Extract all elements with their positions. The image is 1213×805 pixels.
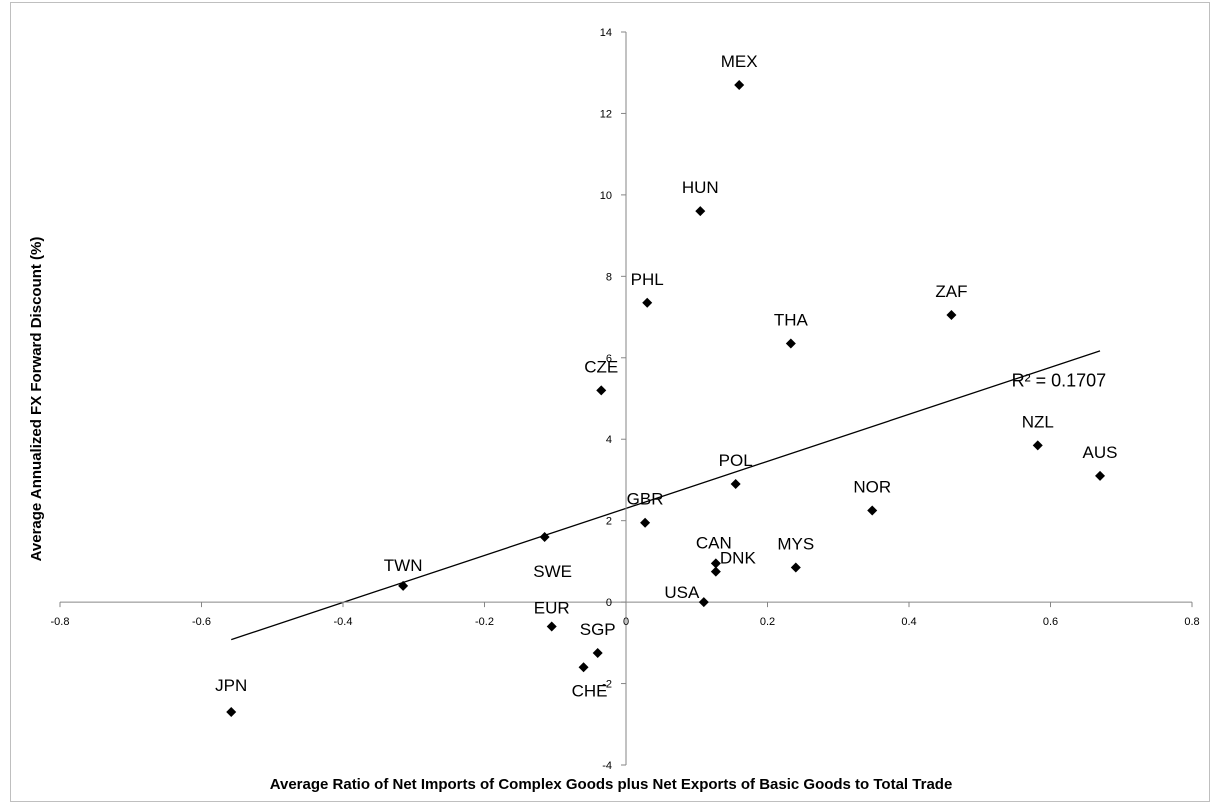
y-tick-label: 8 bbox=[606, 271, 612, 283]
point-label-usa: USA bbox=[664, 583, 700, 602]
y-tick-label: 14 bbox=[600, 27, 612, 39]
point-label-gbr: GBR bbox=[627, 490, 664, 509]
point-label-cze: CZE bbox=[584, 357, 618, 376]
point-label-nor: NOR bbox=[853, 477, 891, 496]
x-tick-label: 0.8 bbox=[1184, 616, 1199, 628]
y-tick-label: -4 bbox=[602, 760, 612, 772]
data-point-zaf bbox=[946, 310, 957, 321]
point-label-dnk: DNK bbox=[720, 549, 757, 568]
point-label-phl: PHL bbox=[631, 270, 664, 289]
point-label-mex: MEX bbox=[721, 52, 758, 71]
data-point-sgp bbox=[592, 648, 603, 659]
point-label-mys: MYS bbox=[777, 534, 814, 553]
trendline-layer bbox=[231, 350, 1101, 641]
y-tick-label: 0 bbox=[606, 597, 612, 609]
point-label-pol: POL bbox=[719, 451, 753, 470]
data-point-che bbox=[578, 662, 589, 673]
point-label-jpn: JPN bbox=[215, 676, 247, 695]
point-label-zaf: ZAF bbox=[935, 282, 967, 301]
data-point-nzl bbox=[1032, 440, 1043, 451]
data-point-jpn bbox=[226, 707, 237, 718]
x-axis-title: Average Ratio of Net Imports of Complex … bbox=[270, 776, 953, 793]
data-point-usa bbox=[698, 597, 709, 608]
axes-layer bbox=[59, 31, 1193, 766]
data-point-hun bbox=[695, 206, 706, 217]
r-squared-label: R² = 0.1707 bbox=[1012, 370, 1107, 390]
x-tick-label: 0.4 bbox=[901, 616, 916, 628]
point-label-hun: HUN bbox=[682, 178, 719, 197]
data-point-gbr bbox=[640, 517, 651, 528]
y-axis-title: Average Annualized FX Forward Discount (… bbox=[28, 237, 45, 562]
point-label-can: CAN bbox=[696, 533, 732, 552]
point-label-nzl: NZL bbox=[1022, 412, 1054, 431]
x-tick-label: 0 bbox=[623, 616, 629, 628]
point-label-eur: EUR bbox=[534, 599, 570, 618]
data-point-nor bbox=[867, 505, 878, 516]
chart-frame: -0.8 -0.6 -0.4 -0.2 0 0.2 0.4 0.6 0.8 -4 -2 0 2 4 6 8 10… bbox=[10, 2, 1210, 802]
data-point-twn bbox=[398, 580, 409, 591]
x-tick-label: -0.8 bbox=[51, 616, 70, 628]
point-label-sgp: SGP bbox=[580, 620, 616, 639]
data-point-eur bbox=[546, 621, 557, 632]
data-point-phl bbox=[642, 297, 653, 308]
point-labels: MEX HUN PHL THA ZAF CZE NZL AUS POL NOR GBR SWE TWN C… bbox=[215, 52, 1117, 700]
y-tick-label: 2 bbox=[606, 516, 612, 528]
point-label-swe: SWE bbox=[533, 562, 572, 581]
y-tick-label: 4 bbox=[606, 434, 612, 446]
point-label-twn: TWN bbox=[384, 556, 423, 575]
data-point-swe bbox=[539, 531, 550, 542]
data-point-dnk bbox=[710, 566, 721, 577]
y-tick-label: -2 bbox=[602, 679, 612, 691]
x-tick-label: -0.4 bbox=[334, 616, 353, 628]
x-tick-label: 0.6 bbox=[1043, 616, 1058, 628]
data-points bbox=[226, 79, 1106, 718]
x-tick-label: 0.2 bbox=[760, 616, 775, 628]
y-tick-label: 6 bbox=[606, 353, 612, 365]
trendline bbox=[231, 350, 1101, 641]
data-point-pol bbox=[730, 479, 741, 490]
data-point-mys bbox=[790, 562, 801, 573]
data-point-cze bbox=[596, 385, 607, 396]
scatter-chart: -0.8 -0.6 -0.4 -0.2 0 0.2 0.4 0.6 0.8 -4 -2 0 2 4 6 8 10… bbox=[28, 27, 1200, 793]
data-point-aus bbox=[1095, 470, 1106, 481]
point-label-aus: AUS bbox=[1083, 443, 1118, 462]
data-point-can bbox=[710, 558, 721, 569]
tick-labels: -0.8 -0.6 -0.4 -0.2 0 0.2 0.4 0.6 0.8 -4 -2 0 2 4 6 8 10… bbox=[51, 27, 1200, 772]
point-label-che: CHE bbox=[572, 681, 608, 700]
data-point-mex bbox=[734, 79, 745, 90]
y-tick-label: 12 bbox=[600, 108, 612, 120]
point-label-tha: THA bbox=[774, 311, 809, 330]
x-tick-label: -0.2 bbox=[475, 616, 494, 628]
y-tick-label: 10 bbox=[600, 190, 612, 202]
x-tick-label: -0.6 bbox=[192, 616, 211, 628]
data-point-tha bbox=[785, 338, 796, 349]
